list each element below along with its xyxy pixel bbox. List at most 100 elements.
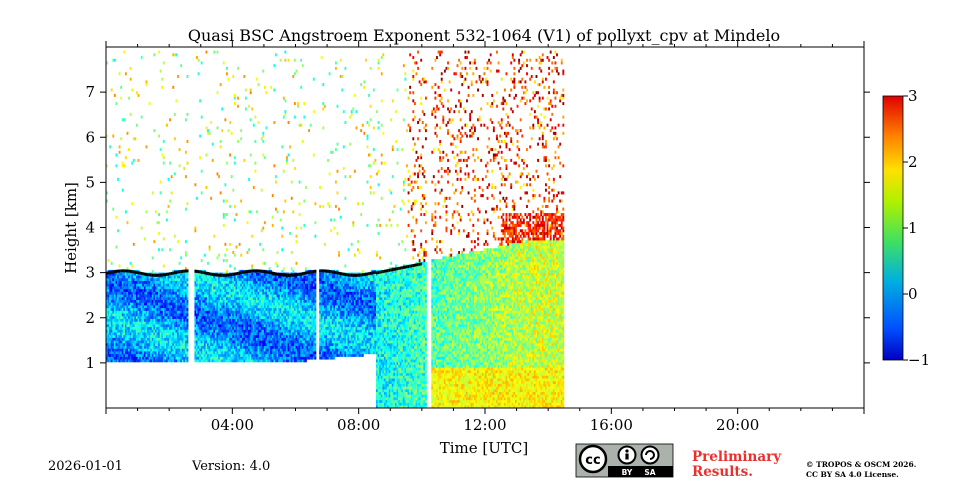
heatmap-cell xyxy=(173,283,176,287)
heatmap-cell xyxy=(304,269,307,273)
heatmap-cell xyxy=(184,253,187,257)
heatmap-cell xyxy=(262,359,265,363)
heatmap-cell xyxy=(282,169,285,173)
heatmap-cell xyxy=(282,318,285,322)
heatmap-cell xyxy=(259,353,262,357)
heatmap-cell xyxy=(248,286,251,290)
heatmap-cell xyxy=(319,305,322,309)
heatmap-cell xyxy=(159,348,162,352)
heatmap-cell xyxy=(120,137,123,141)
heatmap-cell xyxy=(241,299,244,303)
heatmap-cell xyxy=(256,348,258,352)
heatmap-cell xyxy=(142,291,145,295)
heatmap-cell xyxy=(323,104,326,108)
heatmap-cell xyxy=(271,223,274,227)
heatmap-cell xyxy=(202,343,205,347)
heatmap-cell xyxy=(216,286,219,290)
heatmap-cell xyxy=(123,307,126,311)
heatmap-cell xyxy=(158,348,160,352)
heatmap-cell xyxy=(180,299,183,303)
heatmap-cell xyxy=(248,324,251,328)
heatmap-cell xyxy=(235,324,238,328)
heatmap-cell xyxy=(145,296,148,300)
heatmap-cell xyxy=(241,313,244,317)
heatmap-cell xyxy=(107,326,110,330)
heatmap-cell xyxy=(166,359,168,363)
heatmap-cell xyxy=(197,305,200,309)
heatmap-cell xyxy=(257,313,260,317)
heatmap-cell xyxy=(240,305,243,309)
heatmap-cell xyxy=(292,313,295,317)
heatmap-cell xyxy=(323,280,326,284)
heatmap-cell xyxy=(270,291,273,295)
heatmap-cell xyxy=(309,337,312,341)
heatmap-cell xyxy=(237,356,239,360)
heatmap-cell xyxy=(298,337,301,341)
heatmap-cell xyxy=(268,291,271,295)
heatmap-cell xyxy=(224,313,227,317)
heatmap-cell xyxy=(320,299,323,303)
heatmap-cell xyxy=(286,296,288,300)
heatmap-cell xyxy=(248,288,251,292)
heatmap-cell xyxy=(156,315,159,319)
heatmap-cell xyxy=(106,351,108,355)
heatmap-cell xyxy=(224,345,227,349)
heatmap-cell xyxy=(129,286,132,290)
heatmap-cell xyxy=(312,307,315,311)
heatmap-cell xyxy=(151,256,154,260)
heatmap-cell xyxy=(205,343,208,347)
heatmap-cell xyxy=(132,299,135,303)
heatmap-cell xyxy=(112,332,115,336)
heatmap-cell xyxy=(199,275,202,279)
heatmap-cell xyxy=(181,296,184,300)
heatmap-cell xyxy=(308,272,311,276)
heatmap-cell xyxy=(221,278,224,282)
heatmap-cell xyxy=(287,286,290,290)
heatmap-cell xyxy=(323,296,326,300)
heatmap-cell xyxy=(267,302,269,306)
heatmap-cell xyxy=(256,324,258,328)
heatmap-cell xyxy=(172,275,175,279)
heatmap-cell xyxy=(297,286,299,290)
heatmap-cell xyxy=(211,315,214,319)
heatmap-cell xyxy=(238,310,241,314)
heatmap-cell xyxy=(281,145,284,149)
heatmap-cell xyxy=(169,280,172,284)
heatmap-cell xyxy=(270,278,273,282)
heatmap-cell xyxy=(262,334,265,338)
heatmap-cell xyxy=(129,318,132,322)
heatmap-cell xyxy=(308,296,311,300)
heatmap-cell xyxy=(158,356,160,360)
heatmap-cell xyxy=(270,329,273,333)
heatmap-cell xyxy=(181,288,184,292)
heatmap-cell xyxy=(229,326,232,330)
heatmap-cell xyxy=(159,343,162,347)
heatmap-cell xyxy=(319,299,322,303)
heatmap-cell xyxy=(297,296,299,300)
heatmap-cell xyxy=(237,283,239,287)
heatmap-cell xyxy=(196,307,198,311)
heatmap-cell xyxy=(183,288,186,292)
heatmap-cell xyxy=(295,321,298,325)
heatmap-cell xyxy=(136,345,138,349)
heatmap-cell xyxy=(267,318,269,322)
heatmap-cell xyxy=(274,340,277,344)
heatmap-cell xyxy=(121,313,124,317)
heatmap-cell xyxy=(246,315,249,319)
heatmap-cell xyxy=(197,58,200,62)
heatmap-cell xyxy=(143,286,146,290)
heatmap-cell xyxy=(132,283,135,287)
heatmap-cell xyxy=(128,269,131,273)
heatmap-cell xyxy=(197,288,200,292)
heatmap-cell xyxy=(214,356,217,360)
heatmap-cell xyxy=(132,288,135,292)
heatmap-cell xyxy=(120,280,123,284)
heatmap-cell xyxy=(222,302,225,306)
heatmap-cell xyxy=(181,353,184,357)
heatmap-cell xyxy=(229,332,232,336)
heatmap-cell xyxy=(287,288,290,292)
heatmap-cell xyxy=(162,288,165,292)
heatmap-cell xyxy=(126,131,129,135)
heatmap-cell xyxy=(196,351,198,355)
heatmap-cell xyxy=(222,299,225,303)
